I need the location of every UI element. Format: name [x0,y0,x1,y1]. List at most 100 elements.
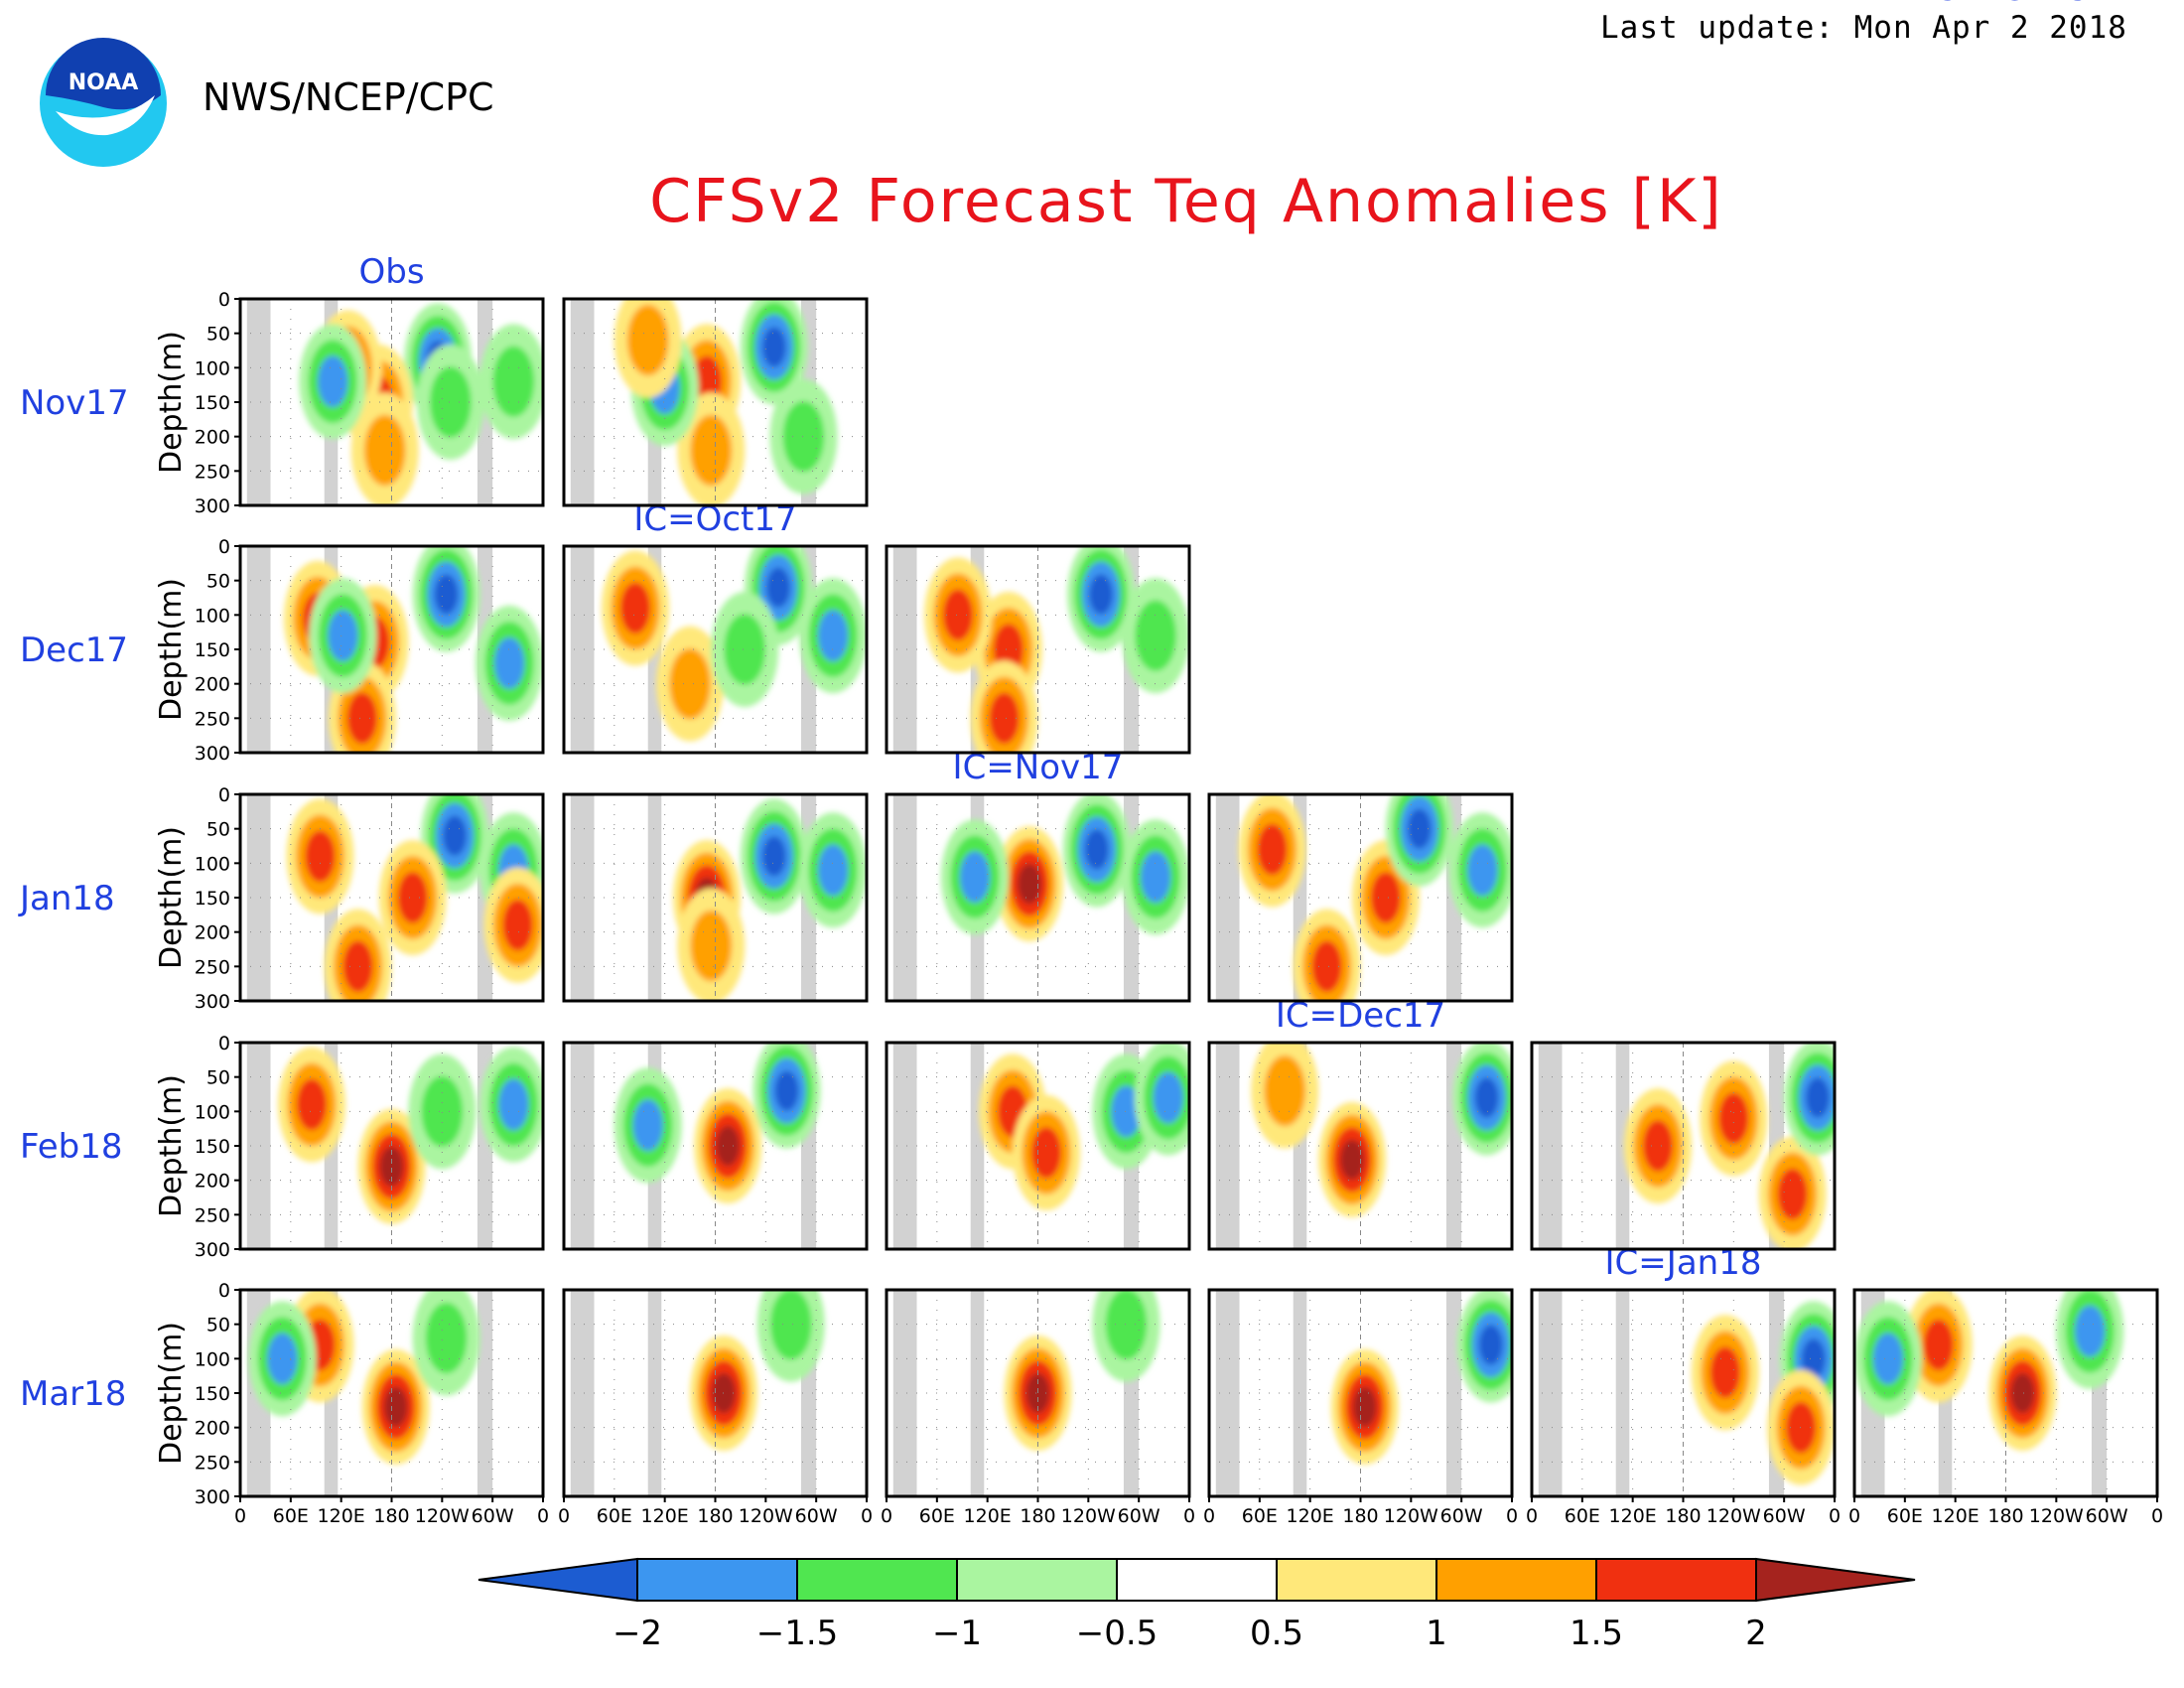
x-tick-label: 0 [1183,1505,1195,1527]
anomaly-layer [1691,1301,1835,1485]
y-tick-label: 100 [195,1348,230,1370]
row-label: Mar18 [20,1374,126,1414]
land-mask [1215,1043,1240,1249]
x-tick-label: 120E [964,1505,1012,1527]
y-tick-label: 300 [195,1486,230,1508]
panel-r4-c5: 0 60E 120E 180 120W 60W 0 [1848,1288,2163,1527]
y-tick-label: 300 [195,495,230,517]
anomaly-contour [1642,1120,1674,1172]
row-label: Nov17 [20,383,129,423]
anomaly-contour [1709,1346,1740,1398]
anomaly-contour [443,815,467,856]
chart-title: CFSv2 Forecast Teq Anomalies [K] [649,167,1723,236]
colorbar-swatch [636,1558,798,1602]
anomaly-contour [1141,851,1171,903]
noaa-logo: NOAA [40,38,167,167]
column-label: IC=Feb18 [1924,0,2089,9]
anomaly-contour [493,637,525,689]
anomaly-layer [278,1047,543,1224]
y-tick-label: 150 [195,1383,230,1405]
panel-r0-c1 [562,297,869,507]
anomaly-contour [1478,1325,1503,1365]
anomaly-contour [774,1070,799,1111]
panel-r3-c2 [885,1041,1191,1251]
y-tick-label: 50 [206,571,230,593]
y-tick-label: 150 [195,392,230,414]
panel-r2-c1 [562,792,869,1003]
anomaly-contour [818,844,849,897]
x-tick-label: 60E [1242,1505,1278,1527]
anomaly-contour [1089,574,1113,615]
y-tick-label: 0 [218,1280,230,1302]
x-tick-label: 60W [795,1505,838,1527]
panel-content [887,546,1189,753]
colorbar-tick-label: −1.5 [756,1614,839,1653]
anomaly-contour [1923,1319,1954,1371]
land-mask [1538,1290,1563,1496]
panel-r4-c2: 0 60E 120E 180 120W 60W 0 [881,1288,1195,1527]
logo-text: NOAA [68,70,139,95]
anomaly-contour [769,1290,812,1360]
colorbar-swatch [956,1558,1118,1602]
panel-r3-c3 [1207,1041,1514,1251]
panel-content [240,546,543,753]
panel-content [240,299,543,505]
anomaly-layer [299,303,543,505]
anomaly-contour [1467,844,1498,897]
x-tick-label: 180 [1342,1505,1378,1527]
x-tick-label: 0 [1203,1505,1215,1527]
anomaly-contour [498,1078,529,1131]
anomaly-contour [1018,863,1041,905]
anomaly-contour [421,1075,464,1148]
anomaly-contour [690,414,733,487]
anomaly-contour [1801,1338,1826,1379]
x-tick-label: 0 [861,1505,873,1527]
anomaly-contour [818,610,849,661]
anomaly-contour [397,872,428,923]
y-tick-label: 0 [218,784,230,806]
panel-r0-c0: 0 50 100 150 200 250 300 Depth(m) [154,289,545,517]
x-tick-label: 120E [1932,1505,1979,1527]
column-label: IC=Nov17 [953,748,1124,787]
x-tick-label: 120W [1061,1505,1116,1527]
x-tick-label: 180 [1665,1505,1701,1527]
panel-content [1209,1290,1512,1496]
anomaly-layer [924,546,1189,753]
agency-label: NWS/NCEP/CPC [203,75,494,119]
panel-content [887,1043,1189,1249]
x-tick-label: 60W [472,1505,514,1527]
colorbar-swatch [796,1558,958,1602]
anomaly-contour [328,610,358,661]
panel-content [564,794,867,1001]
colorbar-swatch [1595,1558,1757,1602]
colorbar-swatch [1276,1558,1437,1602]
anomaly-contour [342,940,373,993]
panel-frame [562,544,869,755]
x-tick-label: 180 [697,1505,733,1527]
panel-content [240,1043,543,1249]
x-tick-label: 60W [2086,1505,2128,1527]
land-mask [1538,1043,1563,1249]
y-tick-label: 250 [195,708,230,730]
colorbar-tick-label: 0.5 [1250,1614,1303,1653]
y-tick-label: 300 [195,1239,230,1261]
anomaly-contour [782,400,825,473]
colorbar-tick-label: −0.5 [1076,1614,1159,1653]
last-update-label: Last update: Mon Apr 2 2018 [1600,10,2127,46]
x-tick-label: 60W [1763,1505,1806,1527]
anomaly-layer [602,546,867,742]
anomaly-contour [724,614,766,685]
row-label: Dec17 [20,631,128,670]
anomaly-contour [989,692,1020,745]
panel-content [887,794,1189,1001]
anomaly-contour [942,589,974,641]
panel-r4-c3: 0 60E 120E 180 120W 60W 0 [1203,1288,1518,1527]
panel-frame [1207,1041,1514,1251]
anomaly-contour [1340,1139,1364,1181]
panel-content [564,1290,867,1496]
land-mask [892,794,917,1001]
anomaly-contour [716,1125,741,1167]
y-tick-label: 50 [206,819,230,841]
anomaly-contour [1105,1290,1148,1360]
